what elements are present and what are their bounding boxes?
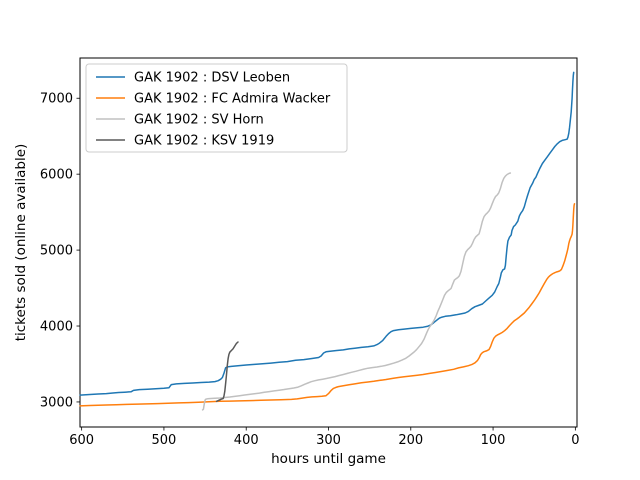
series-line-4	[215, 341, 239, 403]
y-tick-label: 3000	[40, 395, 73, 410]
x-tick-label: 300	[316, 433, 341, 448]
y-axis-label: tickets sold (online available)	[13, 144, 29, 342]
legend-label: GAK 1902 : SV Horn	[134, 113, 264, 128]
x-tick-label: 600	[69, 433, 94, 448]
x-tick-label: 500	[152, 433, 177, 448]
legend-entry: GAK 1902 : FC Admira Wacker	[96, 92, 331, 107]
legend-box	[85, 63, 348, 153]
legend-entry: GAK 1902 : DSV Leoben	[96, 71, 290, 86]
legend-label: GAK 1902 : DSV Leoben	[134, 71, 290, 86]
x-tick-label: 200	[398, 433, 423, 448]
legend-label: GAK 1902 : FC Admira Wacker	[134, 92, 331, 107]
y-tick-label: 4000	[40, 320, 73, 335]
x-tick-label: 400	[234, 433, 259, 448]
series-line-1	[79, 71, 575, 396]
x-tick-label: 100	[481, 433, 506, 448]
legend-label: GAK 1902 : KSV 1919	[134, 134, 274, 149]
series-line-3	[201, 172, 512, 411]
y-tick-label: 6000	[40, 168, 73, 183]
legend: GAK 1902 : DSV Leoben GAK 1902 : FC Admir…	[85, 63, 348, 153]
y-tick-label: 5000	[40, 244, 73, 259]
series-line-2	[79, 203, 576, 407]
y-tick-label: 7000	[40, 92, 73, 107]
x-axis-label: hours until game	[271, 451, 386, 467]
legend-entry: GAK 1902 : SV Horn	[96, 113, 264, 128]
x-tick-label: 0	[571, 433, 579, 448]
legend-entry: GAK 1902 : KSV 1919	[96, 134, 274, 149]
